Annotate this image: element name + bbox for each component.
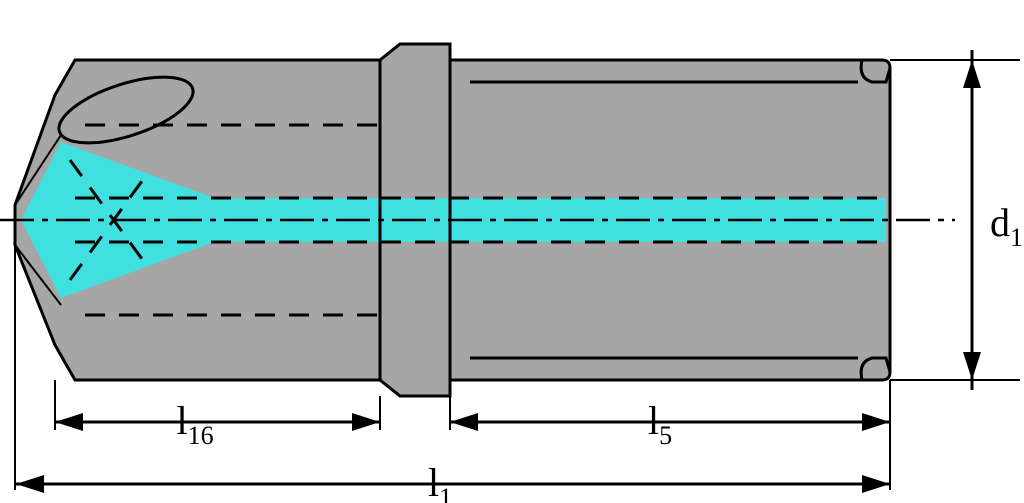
arrowhead (862, 413, 890, 431)
arrowhead (16, 475, 44, 493)
arrowhead (55, 413, 83, 431)
dimension-label: d1 (990, 200, 1023, 252)
dimension-label: l1 (428, 460, 452, 503)
arrowhead (963, 60, 981, 88)
technical-drawing: d1 l16 l5 l1 (0, 0, 1024, 503)
arrowhead (963, 352, 981, 380)
dimension-label: l16 (176, 398, 213, 450)
arrowhead (862, 475, 890, 493)
dimension-label: l5 (648, 398, 672, 450)
arrowhead (352, 413, 380, 431)
arrowhead (450, 413, 478, 431)
